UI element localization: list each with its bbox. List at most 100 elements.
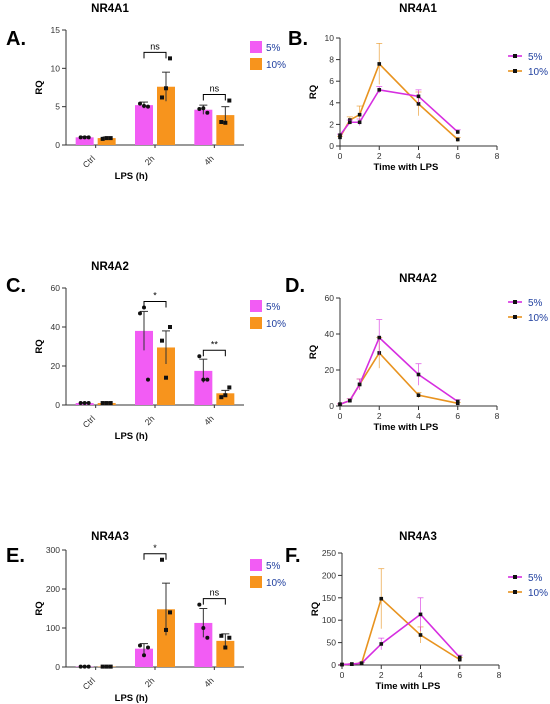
- significance-bracket: [143, 301, 167, 308]
- data-point: [338, 133, 342, 137]
- legend-swatch: [250, 300, 262, 312]
- series-line: [341, 613, 461, 666]
- data-point: [164, 86, 168, 91]
- data-point: [455, 399, 460, 404]
- data-point: [205, 110, 210, 115]
- x-axis-label: LPS (h): [115, 171, 148, 182]
- data-point: [197, 602, 202, 607]
- legend-marker: [513, 54, 517, 58]
- y-tick-label: 100: [322, 615, 336, 625]
- data-point: [164, 627, 168, 632]
- bar: [135, 330, 153, 405]
- chart-title: NR4A3: [91, 531, 129, 543]
- y-tick-label: 60: [51, 283, 61, 293]
- x-tick-label: 4: [416, 411, 421, 421]
- data-point: [377, 62, 382, 66]
- bar: [97, 138, 116, 145]
- significance-bracket: [202, 94, 226, 101]
- data-point: [338, 135, 342, 140]
- x-axis-label: Time with LPS: [376, 681, 441, 692]
- y-tick-label: 40: [325, 329, 335, 339]
- data-point: [223, 645, 228, 650]
- x-tick-label: 4: [416, 151, 421, 161]
- legend-marker: [513, 69, 517, 73]
- data-point: [78, 135, 83, 140]
- x-tick-label: 2h: [143, 675, 157, 689]
- bar: [157, 609, 175, 667]
- series-line: [339, 351, 458, 405]
- data-point: [357, 120, 362, 125]
- panel-label: E.: [6, 545, 25, 567]
- y-tick-label: 0: [329, 401, 334, 411]
- x-tick-label: Ctrl: [81, 413, 97, 429]
- y-tick-label: 0: [329, 141, 334, 151]
- y-tick-label: 50: [327, 638, 337, 648]
- data-point: [160, 338, 164, 343]
- x-tick-label: 0: [338, 411, 343, 421]
- data-point: [100, 664, 105, 669]
- bar: [194, 622, 213, 667]
- legend-marker: [513, 575, 517, 579]
- y-tick-label: 150: [322, 593, 336, 603]
- bar: [194, 109, 213, 145]
- legend-label: 5%: [266, 302, 281, 313]
- data-point: [86, 135, 91, 140]
- data-point: [455, 130, 460, 134]
- legend-label: 5%: [266, 43, 281, 54]
- data-point: [146, 104, 150, 109]
- y-tick-label: 0: [55, 400, 60, 410]
- x-tick-label: 0: [338, 151, 343, 161]
- panel-label: A.: [6, 28, 26, 50]
- data-point: [146, 377, 150, 382]
- y-tick-label: 8: [329, 55, 334, 65]
- data-point: [205, 635, 210, 640]
- significance-label: ns: [210, 588, 220, 598]
- data-point: [168, 325, 172, 329]
- y-tick-label: 250: [322, 548, 336, 558]
- data-point: [86, 401, 91, 406]
- data-point: [227, 635, 232, 640]
- x-tick-label: 8: [495, 411, 500, 421]
- data-point: [168, 610, 172, 615]
- data-point: [104, 664, 109, 669]
- x-axis-label: LPS (h): [115, 431, 148, 442]
- legend-swatch: [250, 41, 262, 53]
- data-point: [108, 401, 113, 406]
- bar: [216, 393, 235, 405]
- data-point: [100, 401, 105, 406]
- y-axis-label: RQ: [310, 602, 321, 616]
- legend-label: 10%: [528, 588, 548, 599]
- data-point: [348, 398, 352, 403]
- chart-title: NR4A1: [399, 3, 437, 15]
- x-tick-label: 6: [457, 670, 462, 680]
- series-line: [339, 62, 459, 141]
- data-point: [78, 664, 83, 669]
- x-tick-label: 2: [377, 411, 382, 421]
- bar: [135, 648, 153, 667]
- panel-4: D. NR4A2 0 20 40 60 RQ 0 2 4 6 8 Time with LPS 5% 10%: [285, 273, 548, 433]
- y-tick-label: 2: [329, 119, 334, 129]
- data-point: [377, 335, 382, 340]
- data-point: [379, 596, 384, 601]
- y-axis-label: RQ: [308, 85, 319, 99]
- x-tick-label: 8: [497, 670, 502, 680]
- chart-title: NR4A2: [91, 261, 129, 273]
- y-tick-label: 4: [329, 98, 334, 108]
- legend-label: 5%: [528, 573, 543, 584]
- data-point: [205, 377, 210, 382]
- y-tick-label: 200: [322, 570, 336, 580]
- x-axis-label: LPS (h): [115, 693, 148, 704]
- y-tick-label: 200: [46, 584, 60, 594]
- data-point: [348, 120, 352, 125]
- x-axis-label: Time with LPS: [374, 422, 439, 433]
- y-tick-label: 5: [55, 102, 60, 112]
- legend-marker: [513, 315, 517, 319]
- panel-1: A. NR4A1 0 5 10 15 RQ Ctrl 2h 4h LPS (h) ns ns 5% 10%: [6, 3, 286, 182]
- data-point: [416, 372, 421, 377]
- data-point: [168, 56, 172, 61]
- legend-marker: [513, 300, 517, 304]
- x-tick-label: Ctrl: [81, 675, 97, 691]
- data-point: [78, 401, 83, 406]
- y-axis-label: RQ: [308, 345, 319, 359]
